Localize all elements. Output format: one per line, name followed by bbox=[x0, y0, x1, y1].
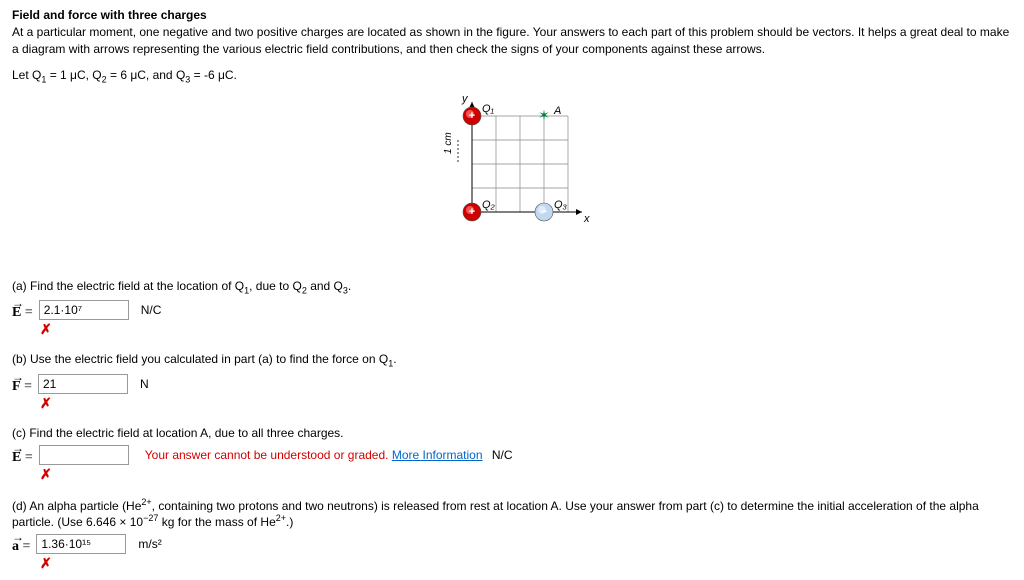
part-c-input[interactable] bbox=[39, 445, 129, 465]
vector-E-label-c: →E = bbox=[12, 444, 33, 466]
part-a-prompt: (a) Find the electric field at the locat… bbox=[12, 279, 1012, 295]
svg-text:A: A bbox=[553, 105, 561, 117]
svg-text:Q₃: Q₃ bbox=[554, 199, 568, 211]
charges-diagram: + + − ✶ 1 cm Q₁ Q₂ Q₃ Ax y bbox=[412, 96, 612, 256]
more-info-link[interactable]: More Information bbox=[392, 448, 483, 462]
part-a-input[interactable] bbox=[39, 300, 129, 320]
svg-text:+: + bbox=[469, 206, 475, 218]
svg-text:1 cm: 1 cm bbox=[443, 132, 454, 154]
part-a-unit: N/C bbox=[141, 303, 162, 317]
wrong-icon: ✗ bbox=[40, 466, 1012, 483]
charge-values: Let Q1 = 1 μC, Q2 = 6 μC, and Q3 = -6 μC… bbox=[12, 68, 1012, 84]
vector-E-label: →E = bbox=[12, 299, 33, 321]
svg-text:✶: ✶ bbox=[538, 107, 550, 123]
part-c-answer: →E = Your answer cannot be understood or… bbox=[12, 444, 1012, 466]
part-c-error: Your answer cannot be understood or grad… bbox=[145, 448, 513, 462]
problem-intro: At a particular moment, one negative and… bbox=[12, 24, 1012, 58]
svg-text:−: − bbox=[541, 206, 547, 218]
svg-text:+: + bbox=[469, 110, 475, 122]
part-d-prompt: (d) An alpha particle (He2+, containing … bbox=[12, 497, 1012, 529]
part-c-prompt: (c) Find the electric field at location … bbox=[12, 426, 1012, 440]
wrong-icon: ✗ bbox=[40, 395, 1012, 412]
vector-F-label: →F = bbox=[12, 373, 32, 395]
part-b-unit: N bbox=[140, 377, 149, 391]
wrong-icon: ✗ bbox=[40, 555, 1012, 572]
figure: + + − ✶ 1 cm Q₁ Q₂ Q₃ Ax y bbox=[12, 96, 1012, 259]
vector-a-label: →a = bbox=[12, 533, 30, 555]
part-b-input[interactable] bbox=[38, 374, 128, 394]
svg-text:y: y bbox=[461, 96, 469, 105]
problem-title: Field and force with three charges bbox=[12, 8, 1012, 22]
part-d-input[interactable] bbox=[36, 534, 126, 554]
part-d-answer: →a = m/s² bbox=[12, 533, 1012, 555]
part-a-answer: →E = N/C bbox=[12, 299, 1012, 321]
part-b-prompt: (b) Use the electric field you calculate… bbox=[12, 352, 1012, 368]
svg-text:Q₂: Q₂ bbox=[482, 199, 496, 211]
wrong-icon: ✗ bbox=[40, 321, 1012, 338]
svg-text:Q₁: Q₁ bbox=[482, 103, 495, 115]
svg-text:x: x bbox=[583, 213, 590, 225]
part-b-answer: →F = N bbox=[12, 373, 1012, 395]
